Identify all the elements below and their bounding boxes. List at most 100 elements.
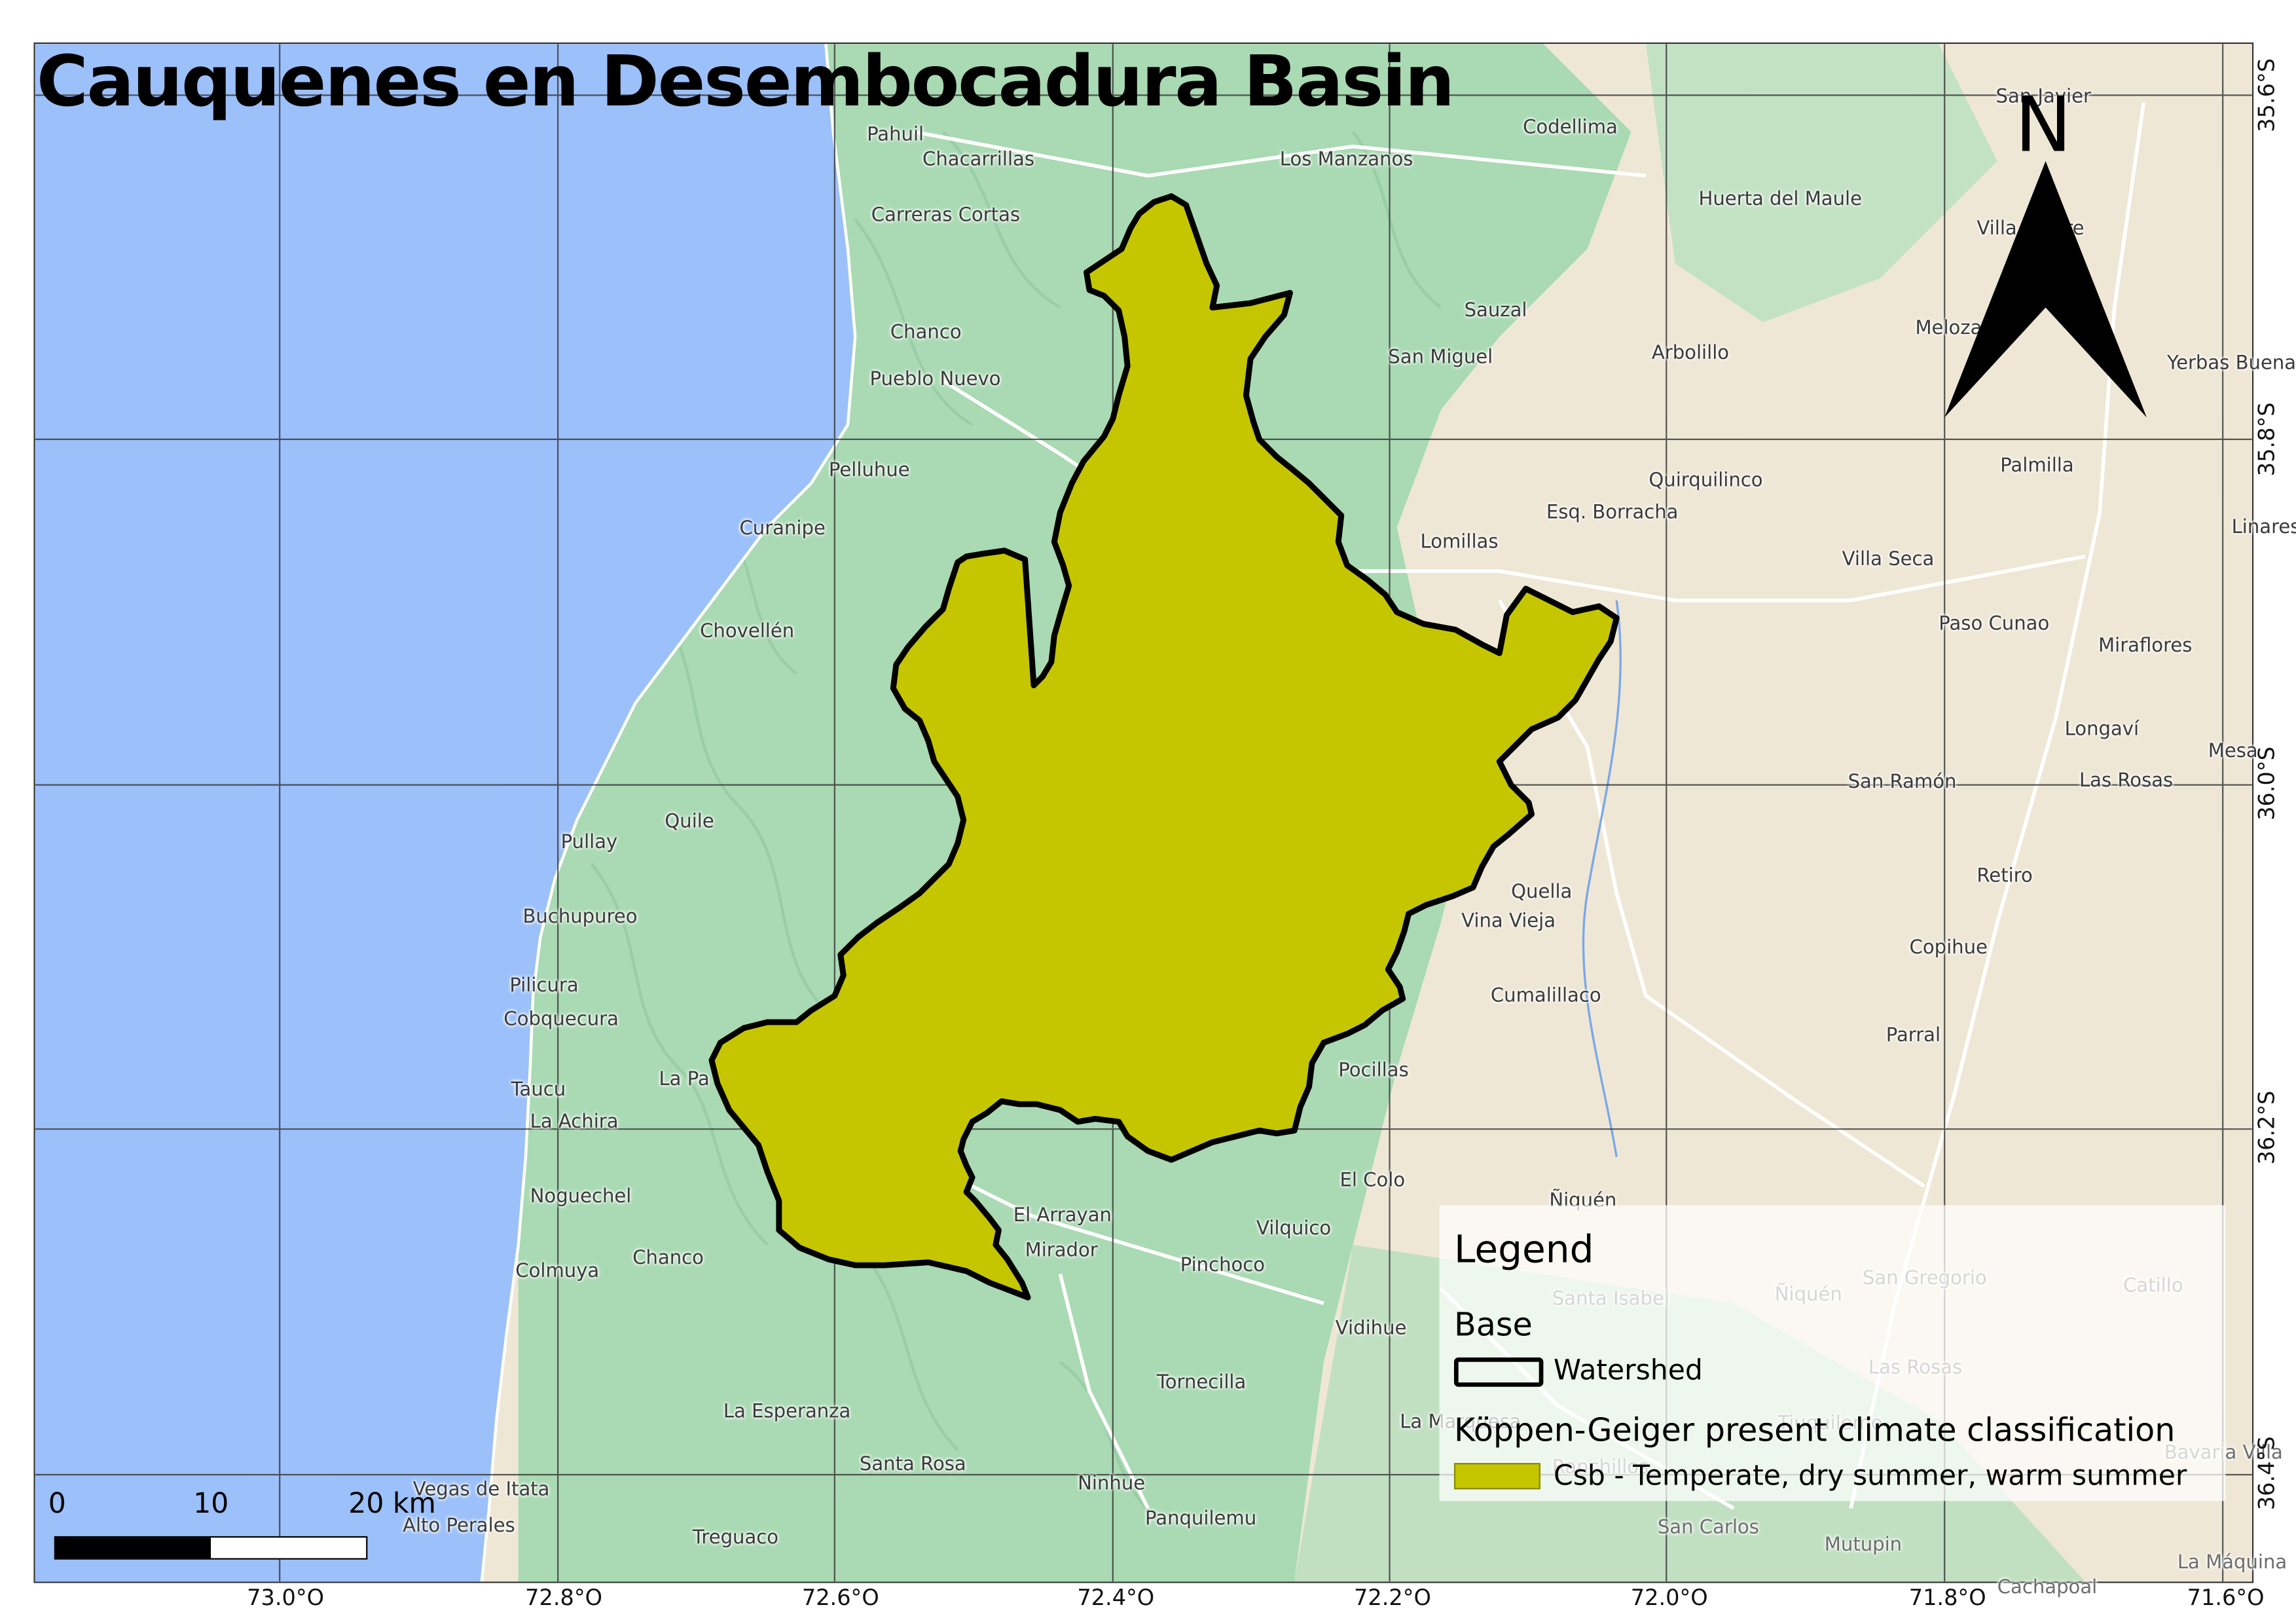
place-label: Palmilla [2000,455,2074,478]
place-label: Pilicura [509,975,579,997]
place-label: Codellima [1523,117,1618,139]
place-label: El Colo [1339,1170,1406,1192]
place-label: Pueblo Nuevo [869,369,1001,392]
watershed-swatch [1453,1357,1544,1387]
place-label: La Máquina [2177,1552,2287,1575]
place-label: Pocillas [1338,1060,1409,1082]
place-label: Vidihue [1335,1318,1407,1340]
coastline [480,44,857,1582]
place-label: Ninhue [1078,1473,1146,1496]
place-label: San Ramón [1848,771,1957,794]
place-label: Mirador [1025,1240,1098,1263]
watershed-polygon [708,193,1620,1301]
place-label: Las Rosas [2079,770,2174,792]
place-label: Huerta del Maule [1698,189,1863,212]
place-label: Pahuil [867,124,924,147]
map-title: Cauquenes en Desembocadura Basin [36,41,1455,123]
place-label: Quella [1511,881,1573,904]
place-label: Cumalillaco [1490,986,1601,1008]
hillshade [590,130,1442,1524]
place-label: Paso Cunao [1939,614,2050,636]
place-label: Quile [665,811,714,834]
place-label: San Miguel [1388,347,1493,369]
place-label: Alto Perales [403,1515,515,1538]
place-label: Los Manzanos [1279,149,1413,172]
place-label: Pullay [560,832,618,854]
legend-group-base: Base [1453,1308,1533,1344]
north-arrow-icon [1944,160,2147,418]
lon-label: 71.6°O [2187,1584,2265,1611]
place-label: Yerbas Buenas [2167,352,2296,375]
place-label: Copihue [1909,937,1988,959]
place-label: La Esperanza [723,1401,851,1424]
legend-group-climate: Köppen-Geiger present climate classifica… [1453,1413,2176,1450]
place-label: Santa Rosa [859,1454,966,1477]
place-label: Tornecilla [1156,1372,1247,1394]
lat-label: 36.0°S [2253,747,2280,821]
lon-label: 72.6°O [801,1584,879,1611]
place-label: Treguaco [692,1527,779,1550]
place-label: Lomillas [1420,531,1499,554]
place-label: Arbolillo [1651,342,1730,365]
lat-label: 36.2°S [2253,1090,2280,1165]
place-label: Vina Vieja [1461,910,1556,933]
place-label: Villa Seca [1842,549,1935,572]
place-label: La Pa [659,1069,710,1092]
place-label: Chanco [890,322,962,344]
lat-label: 35.6°S [2253,58,2280,132]
place-label: Retiro [1977,865,2033,888]
place-label: Buchupureo [522,906,638,929]
place-label: Miraflores [2098,635,2193,658]
lon-label: 72.0°O [1630,1584,1708,1611]
csb-legend-label: Csb - Temperate, dry summer, warm summer [1554,1460,2187,1492]
ocean [35,44,856,1582]
place-label: Chacarrillas [922,149,1035,172]
scale-bar [54,1536,368,1560]
place-label: Colmuya [515,1261,600,1283]
place-label: Panquilemu [1145,1508,1257,1530]
place-label: Noguechel [530,1186,632,1208]
place-label: La Achira [530,1111,619,1134]
place-label: Esq. Borracha [1546,502,1679,525]
scale-tick-20: 20 km [348,1488,436,1521]
lon-label: 72.8°O [525,1584,603,1611]
place-label: San Carlos [1657,1517,1759,1540]
lon-label: 73.0°O [247,1584,325,1611]
place-label: Cachapoal [1997,1577,2098,1600]
place-label: El Arrayan [1013,1205,1112,1228]
place-label: Sauzal [1464,300,1527,322]
place-label: Vegas de Itata [412,1479,550,1502]
place-label: San Javier [1995,86,2091,109]
place-label: Mesa [2208,741,2258,764]
legend-panel: Legend Base Watershed Köppen-Geiger pres… [1439,1205,2226,1502]
place-label: Mutupin [1824,1534,1903,1557]
place-label: Vilquico [1256,1218,1332,1241]
place-label: Curanipe [739,518,826,541]
lon-label: 72.4°O [1077,1584,1155,1611]
lon-label: 71.8°O [1908,1584,1986,1611]
forest-area-east [1645,44,1997,322]
lat-label: 35.8°S [2253,402,2280,477]
place-label: Longaví [2064,719,2140,741]
north-letter: N [2014,82,2072,170]
place-label: Chanco [632,1247,704,1270]
scale-bar-segment [55,1538,211,1559]
place-label: Linares [2231,517,2296,539]
place-label: Melozal [1915,318,1988,340]
place-label: Pinchoco [1180,1255,1266,1278]
river [1582,600,1622,1157]
place-label: Carreras Cortas [871,205,1021,227]
lat-label: 36.4°S [2253,1436,2280,1511]
csb-swatch [1453,1463,1540,1490]
scale-tick-0: 0 [48,1488,66,1521]
legend-title: Legend [1453,1228,1594,1273]
place-label: Quirquilinco [1649,470,1763,492]
place-label: Pelluhue [828,460,910,482]
scale-tick-10: 10 [193,1488,229,1521]
lon-label: 72.2°O [1354,1584,1431,1611]
place-label: Parral [1886,1025,1941,1047]
place-label: Cobquecura [503,1008,619,1031]
place-label: Chovellén [700,621,795,643]
place-label: Taucu [511,1079,566,1101]
